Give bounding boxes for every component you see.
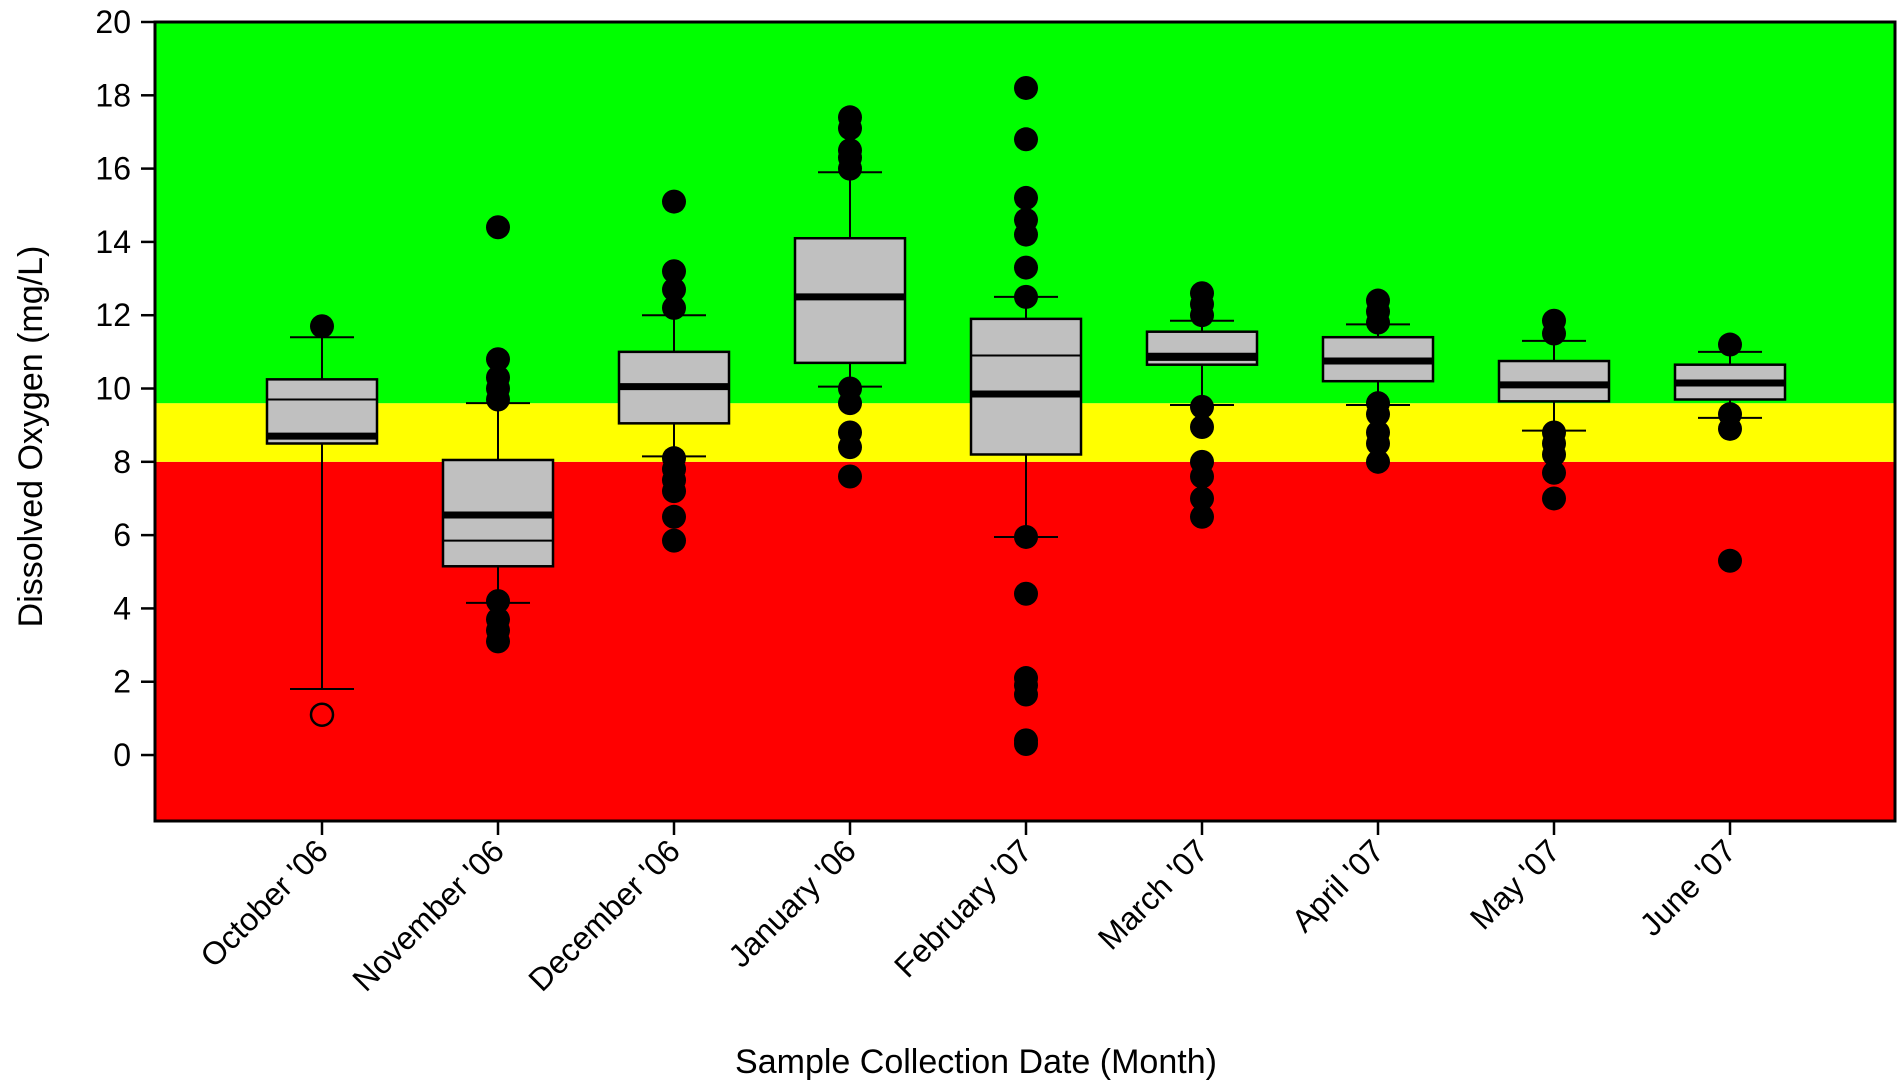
x-tick-label: June '07 [1633, 832, 1743, 942]
outlier-point [1014, 185, 1038, 210]
y-tick-label: 8 [113, 444, 131, 480]
outlier-point [1542, 321, 1566, 346]
outlier-point [662, 504, 686, 529]
x-tick-label: May '07 [1463, 832, 1567, 936]
y-tick-label: 16 [95, 151, 131, 187]
plot-elements [265, 75, 1787, 757]
outlier-point [1014, 682, 1038, 707]
outlier-point [1014, 524, 1038, 549]
box-iqr [793, 236, 907, 365]
y-tick-label: 12 [95, 297, 131, 333]
box-group-7 [1497, 308, 1611, 511]
outlier-point [486, 387, 510, 412]
box-group-2 [617, 189, 731, 553]
outlier-point [1014, 222, 1038, 247]
y-tick-label: 20 [95, 4, 131, 40]
outlier-point [1014, 127, 1038, 152]
x-axis-title: Sample Collection Date (Month) [735, 1043, 1217, 1081]
outlier-point [1366, 431, 1390, 456]
box-group-4 [969, 75, 1083, 757]
outlier-point [310, 314, 334, 339]
x-tick-label: April '07 [1284, 832, 1390, 938]
y-tick-label: 14 [95, 224, 131, 260]
x-tick-label: March '07 [1091, 832, 1215, 956]
outlier-point [1366, 310, 1390, 335]
y-tick-label: 0 [113, 737, 131, 773]
y-tick-label: 2 [113, 664, 131, 700]
outlier-point [1190, 464, 1214, 489]
box-group-0 [265, 314, 379, 727]
x-tick-label: November '06 [345, 832, 511, 998]
outlier-point [662, 259, 686, 284]
outlier-point [838, 391, 862, 416]
x-tick-label: January '06 [721, 832, 863, 974]
outlier-point [838, 156, 862, 181]
outlier-point [662, 479, 686, 504]
open-outlier-point [309, 702, 335, 727]
outlier-point [1718, 416, 1742, 441]
outlier-point [1366, 402, 1390, 427]
outlier-point [1718, 548, 1742, 573]
outlier-point [1014, 255, 1038, 280]
outlier-point [486, 629, 510, 654]
y-axis-title: Dissolved Oxygen (mg/L) [12, 246, 50, 628]
box-group-5 [1145, 281, 1259, 529]
box-iqr [1497, 359, 1611, 403]
box-group-1 [441, 215, 555, 654]
box-group-3 [793, 105, 907, 489]
outlier-point [486, 347, 510, 372]
x-tick-label: February '07 [887, 832, 1039, 984]
box-iqr [969, 317, 1083, 456]
outlier-point [662, 189, 686, 214]
y-tick-label: 18 [95, 77, 131, 113]
outlier-point [1190, 303, 1214, 328]
outlier-point [1190, 504, 1214, 529]
outlier-point [1014, 581, 1038, 606]
outlier-point [1190, 414, 1214, 439]
outlier-point [662, 277, 686, 302]
outlier-point [1014, 75, 1038, 100]
x-tick-label: October '06 [193, 832, 335, 974]
outlier-point [838, 435, 862, 460]
outlier-point [1718, 332, 1742, 357]
outlier-point [662, 528, 686, 553]
outlier-point [1542, 442, 1566, 467]
y-tick-label: 4 [113, 590, 131, 626]
y-tick-label: 6 [113, 517, 131, 553]
outlier-point [1542, 460, 1566, 485]
x-axis: October '06 November '06 December '06 Janua… [193, 821, 1743, 998]
outlier-point [486, 589, 510, 614]
outlier-point [662, 295, 686, 320]
box-group-8 [1673, 332, 1787, 573]
outlier-point [838, 116, 862, 141]
box-group-6 [1321, 288, 1435, 474]
y-tick-label: 10 [95, 371, 131, 407]
outlier-point [1190, 486, 1214, 511]
y-axis: 0 2 4 6 8 10 12 14 16 18 20 [95, 4, 155, 773]
outlier-point [1542, 486, 1566, 511]
outlier-point [1190, 394, 1214, 419]
outlier-point [1014, 284, 1038, 309]
outlier-point [1014, 732, 1038, 757]
outlier-point [838, 464, 862, 489]
outlier-point [486, 215, 510, 240]
x-tick-label: December '06 [521, 832, 687, 998]
outlier-point [1366, 449, 1390, 474]
